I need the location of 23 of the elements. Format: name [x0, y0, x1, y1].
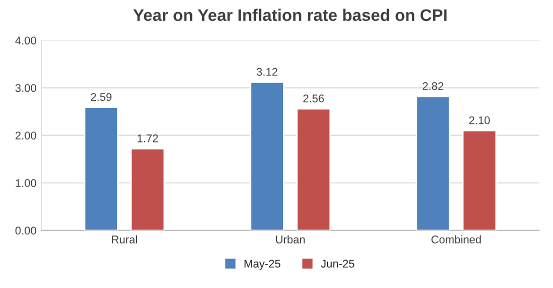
y-tick-label: 0.00 [15, 226, 36, 235]
data-label: 2.82 [422, 82, 444, 90]
y-tick-label: 2.00 [16, 132, 36, 140]
data-label: 2.56 [303, 94, 324, 102]
bar [250, 81, 284, 230]
x-tick-label: Rural [112, 235, 137, 244]
bar [462, 130, 497, 230]
x-tick-label: Combined [431, 235, 481, 244]
data-label: 2.10 [469, 116, 490, 124]
bar [130, 148, 165, 230]
bar [84, 106, 118, 230]
legend-label: Jun-25 [320, 260, 354, 268]
legend-label: May-25 [244, 260, 280, 270]
data-label: 2.59 [90, 93, 112, 101]
x-tick-label: Urban [276, 235, 305, 244]
bar [416, 96, 450, 230]
y-tick-label: 4.00 [15, 36, 36, 44]
y-tick-label: 3.00 [15, 84, 36, 92]
bar [296, 108, 331, 230]
chart-title: Year on Year Inflation rate based on CPI [133, 8, 447, 22]
data-label: 3.12 [256, 68, 278, 76]
data-label: 1.72 [138, 134, 158, 142]
y-tick-label: 1.00 [16, 179, 36, 188]
